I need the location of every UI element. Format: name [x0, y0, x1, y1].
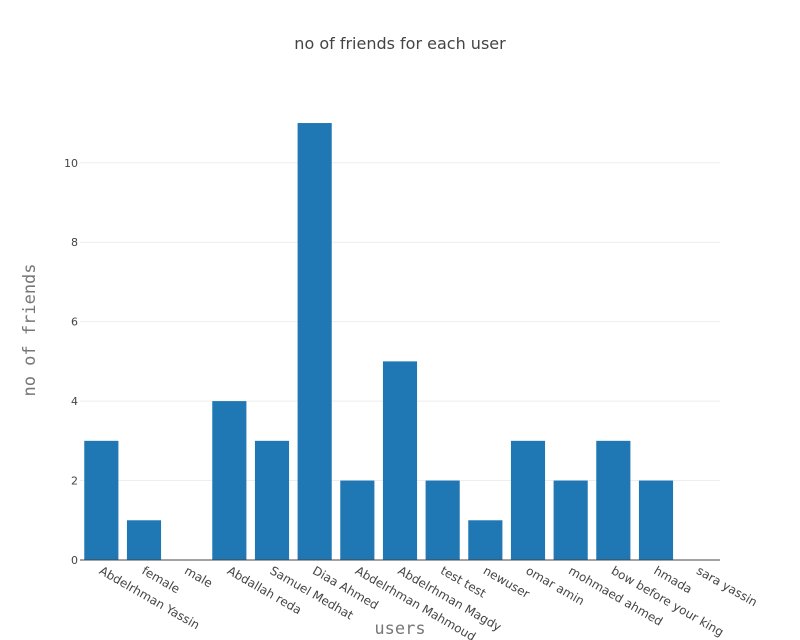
bar[interactable]: [254, 440, 290, 560]
y-tick-label: 4: [71, 395, 78, 408]
bar[interactable]: [84, 440, 119, 560]
y-tick-label: 8: [71, 236, 78, 249]
bar[interactable]: [126, 520, 162, 560]
y-tick-label: 2: [71, 475, 78, 488]
y-tick-label: 0: [71, 554, 78, 567]
bar[interactable]: [382, 361, 418, 560]
y-tick-label: 10: [64, 157, 78, 170]
x-tick-label: male: [182, 563, 215, 590]
bars: [84, 123, 674, 560]
bar[interactable]: [425, 480, 460, 560]
bar[interactable]: [297, 123, 332, 560]
bar[interactable]: [212, 401, 247, 560]
x-tick-label: sara yassin: [694, 563, 760, 609]
x-tick-label: Abdallah reda: [225, 563, 304, 617]
chart-title: no of friends for each user: [294, 34, 506, 53]
y-axis-ticks: 0 2 4 6 8 10: [64, 157, 78, 567]
x-axis-title: users: [374, 619, 425, 639]
bar[interactable]: [638, 480, 674, 560]
x-tick-label: newuser: [481, 563, 532, 601]
bar[interactable]: [596, 440, 631, 560]
bar[interactable]: [553, 480, 588, 560]
y-tick-label: 6: [71, 316, 78, 329]
bar[interactable]: [468, 520, 503, 560]
bar[interactable]: [510, 440, 546, 560]
bar[interactable]: [340, 480, 375, 560]
y-axis-title: no of friends: [20, 263, 40, 396]
